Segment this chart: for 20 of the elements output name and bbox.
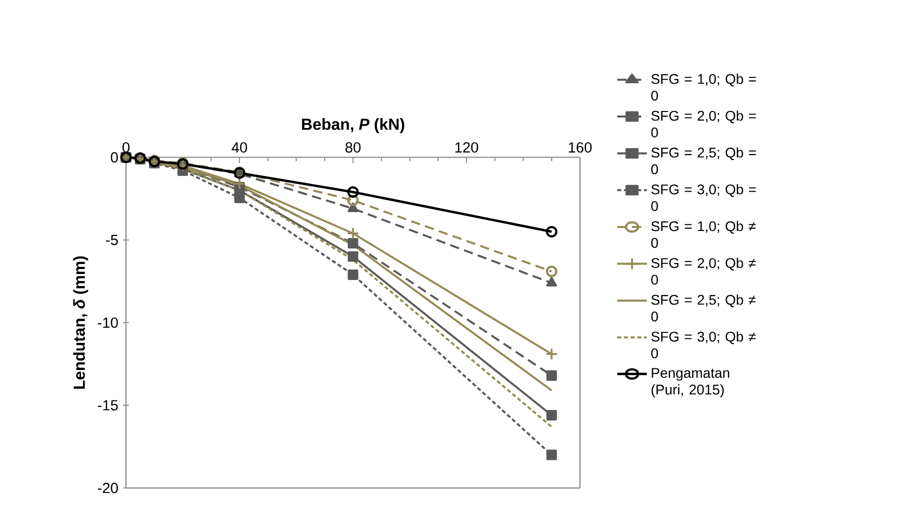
legend-label: SFG = 2,5; Qb ≠ 0	[651, 294, 756, 322]
legend-label: SFG = 1,0; Qb ≠ 0	[651, 220, 756, 248]
y-tick-label: 0	[110, 152, 118, 163]
y-axis-title: Lendutan, δ (mm)	[73, 256, 88, 389]
legend-label: SFG = 1,0; Qb = 0	[651, 74, 756, 101]
legend-label: Pengamatan (Puri, 2015)	[652, 368, 730, 398]
legend-label: SFG = 3,0; Qb ≠ 0	[651, 331, 756, 358]
legend-label: SFG = 2,0; Qb = 0	[651, 110, 756, 138]
y-tick-label: -5	[106, 234, 118, 246]
y-tick-label: -15	[98, 400, 118, 410]
x-tick-label: 120	[455, 142, 478, 153]
legend-label: SFG = 2,0; Qb ≠ 0	[651, 258, 756, 285]
legend-label: SFG = 3,0; Qb = 0	[651, 184, 756, 212]
y-tick-label: -20	[98, 482, 118, 494]
x-tick-label: 40	[232, 142, 248, 153]
legend-label: SFG = 2,5; Qb = 0	[651, 147, 756, 174]
x-tick-label: 80	[345, 142, 361, 153]
y-tick-label: -10	[98, 317, 118, 328]
x-tick-label: 160	[568, 142, 592, 153]
x-axis-title: Beban, P (kN)	[302, 118, 404, 134]
